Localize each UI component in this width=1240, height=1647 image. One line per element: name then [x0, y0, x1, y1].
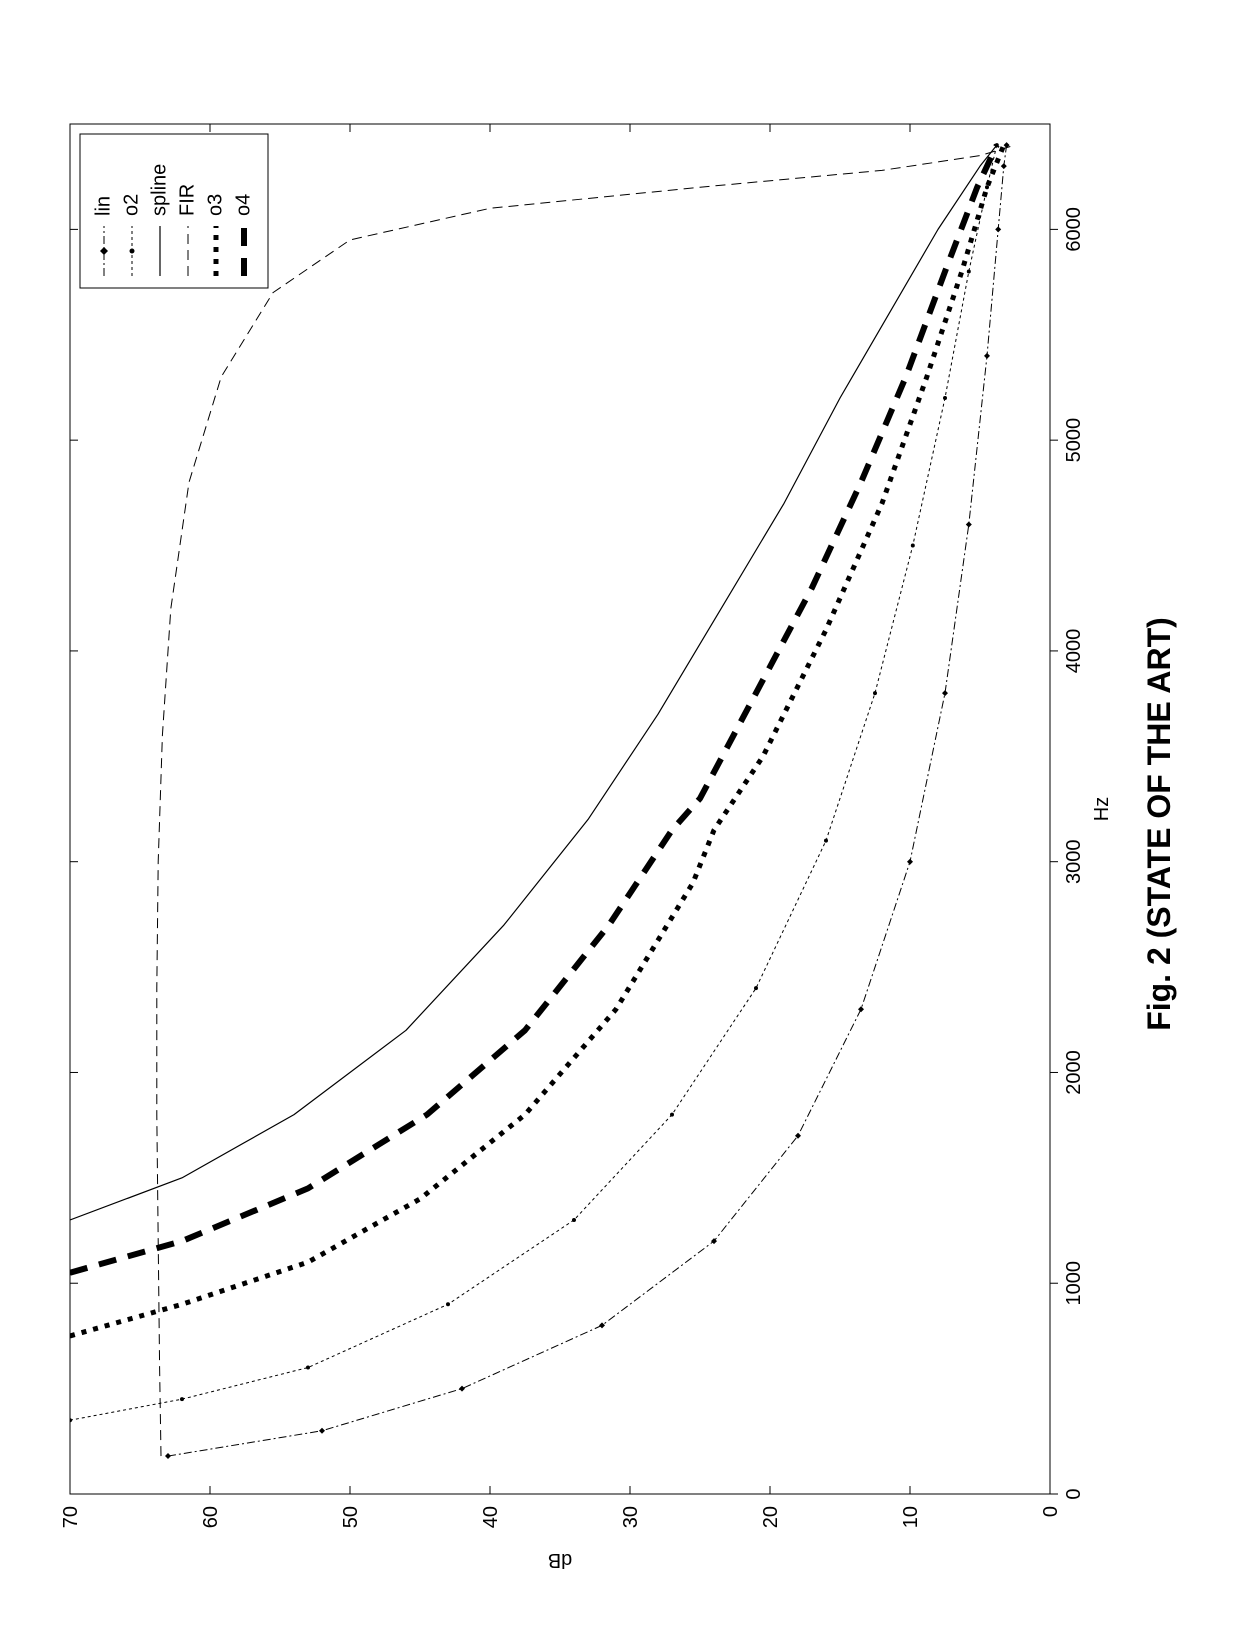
- series-marker-lin: [907, 858, 913, 864]
- x-tick-label: 2000: [1063, 1050, 1085, 1095]
- y-tick-label: 50: [340, 1506, 362, 1528]
- x-tick-label: 6000: [1063, 207, 1085, 252]
- y-tick-label: 10: [900, 1506, 922, 1528]
- legend-label: o4: [232, 193, 254, 215]
- series-marker-o2: [911, 543, 915, 547]
- series-marker-o2: [180, 1397, 184, 1401]
- series-marker-o2: [572, 1218, 576, 1222]
- y-tick-label: 60: [200, 1506, 222, 1528]
- series-marker-lin: [165, 1453, 171, 1459]
- series-marker-lin: [995, 226, 1001, 232]
- line-chart: 0 1000 2000 3000 4000 5000 6000 0 10 20 30 40 50 60 70…: [30, 44, 1210, 1604]
- series-marker-o2: [943, 396, 947, 400]
- series-FIR: [157, 145, 1015, 1456]
- series-line-o3: [70, 145, 1004, 1336]
- y-tick-label: 30: [620, 1506, 642, 1528]
- x-tick-label: 4000: [1063, 628, 1085, 673]
- series-marker-o2: [824, 838, 828, 842]
- series-marker-lin: [858, 1006, 864, 1012]
- x-tick-label: 5000: [1063, 417, 1085, 462]
- series-line-o4: [70, 145, 997, 1273]
- series-line-FIR: [157, 145, 1015, 1456]
- series-marker-o2: [873, 691, 877, 695]
- series-marker-lin: [984, 352, 990, 358]
- chart-rotated-wrapper: 0 1000 2000 3000 4000 5000 6000 0 10 20 30 40 50 60 70…: [30, 44, 1210, 1604]
- series-o2: [68, 143, 999, 1422]
- series-marker-lin: [795, 1132, 801, 1138]
- x-tick-label: 3000: [1063, 839, 1085, 884]
- series-marker-lin: [1001, 163, 1007, 169]
- legend-label: spline: [148, 163, 170, 215]
- series-marker-o2: [967, 269, 971, 273]
- legend-label: FIR: [176, 183, 198, 215]
- series-o3: [70, 145, 1004, 1336]
- series-marker-lin: [459, 1385, 465, 1391]
- series-marker-lin: [942, 690, 948, 696]
- series-lin: [165, 142, 1010, 1459]
- series-marker-lin: [319, 1427, 325, 1433]
- series-line-lin: [168, 145, 1007, 1456]
- series-o4: [70, 145, 997, 1273]
- series-marker-lin: [599, 1322, 605, 1328]
- x-tick-label: 1000: [1063, 1260, 1085, 1305]
- legend-label: o2: [120, 193, 142, 215]
- figure-caption: Fig. 2 (STATE OF THE ART): [1141, 617, 1177, 1031]
- series-line-spline: [70, 145, 997, 1220]
- legend-label: lin: [92, 195, 114, 215]
- y-axis-label: dB: [548, 1549, 572, 1571]
- series-spline: [70, 145, 997, 1220]
- x-axis-label: Hz: [1091, 796, 1113, 820]
- series-marker-lin: [966, 521, 972, 527]
- series-marker-o2: [446, 1302, 450, 1306]
- series-marker-o2: [306, 1365, 310, 1369]
- series-marker-o2: [68, 1418, 72, 1422]
- legend: lin o2 spline FIR o3 o4: [80, 134, 268, 288]
- x-tick-label: 0: [1063, 1488, 1085, 1499]
- y-tick-label: 70: [60, 1506, 82, 1528]
- series-line-o2: [70, 145, 997, 1420]
- y-tick-label: 0: [1040, 1506, 1062, 1517]
- y-tick-label: 20: [760, 1506, 782, 1528]
- page-root: 0 1000 2000 3000 4000 5000 6000 0 10 20 30 40 50 60 70…: [0, 0, 1240, 1647]
- plot-area: [70, 124, 1050, 1494]
- legend-label: o3: [204, 193, 226, 215]
- y-tick-label: 40: [480, 1506, 502, 1528]
- series-marker-o2: [670, 1112, 674, 1116]
